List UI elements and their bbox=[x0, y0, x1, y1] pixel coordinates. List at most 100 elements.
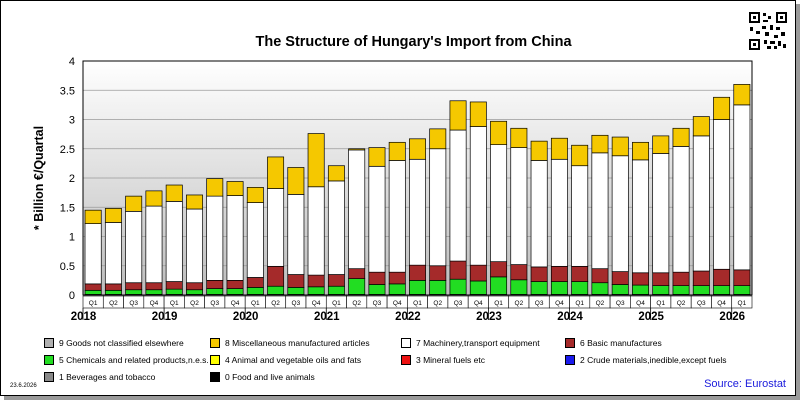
bar-segment bbox=[287, 274, 305, 288]
legend-swatch bbox=[210, 355, 220, 365]
y-tick-label: 2.5 bbox=[60, 144, 75, 156]
bar-segment bbox=[186, 208, 203, 284]
bar-segment bbox=[307, 274, 325, 288]
bar-segment bbox=[449, 260, 467, 280]
bar-segment bbox=[206, 280, 224, 289]
bar-segment bbox=[530, 281, 548, 295]
bar-segment bbox=[530, 140, 548, 161]
bar-segment bbox=[591, 134, 609, 154]
bar-segment bbox=[672, 285, 690, 295]
bar-segment bbox=[611, 136, 629, 157]
bar-segment bbox=[591, 152, 609, 270]
bar-segment bbox=[125, 195, 143, 212]
bar-segment bbox=[713, 268, 731, 286]
bar-segment bbox=[571, 165, 589, 267]
bar-segment bbox=[327, 180, 345, 275]
bar-segment bbox=[733, 285, 751, 295]
bar-segment bbox=[530, 266, 548, 282]
bar-segment bbox=[510, 147, 528, 265]
bar-segment bbox=[692, 285, 710, 295]
quarter-tick-label: Q3 bbox=[210, 300, 219, 307]
bar-segment bbox=[591, 268, 609, 284]
bar-segment bbox=[186, 289, 203, 295]
bar-segment bbox=[267, 265, 285, 287]
bar-segment bbox=[145, 282, 163, 291]
quarter-tick-label: Q3 bbox=[697, 300, 706, 307]
bar-segment bbox=[652, 272, 670, 286]
quarter-tick-label: Q1 bbox=[89, 300, 98, 307]
bar-segment bbox=[672, 127, 690, 147]
bar-segment bbox=[733, 104, 751, 271]
legend-swatch bbox=[44, 372, 54, 382]
legend-item: 4 Animal and vegetable oils and fats bbox=[210, 354, 361, 366]
bar-segment bbox=[449, 278, 467, 295]
legend-label: 4 Animal and vegetable oils and fats bbox=[225, 355, 362, 365]
bar-segment bbox=[246, 187, 264, 203]
quarter-tick-label: Q1 bbox=[251, 300, 260, 307]
bar-segment bbox=[206, 288, 224, 295]
qr-code-icon bbox=[748, 11, 788, 51]
legend-label: 1 Beverages and tobacco bbox=[59, 372, 156, 382]
legend-item: 2 Crude materials,inedible,except fuels bbox=[565, 354, 726, 366]
quarter-tick-label: Q2 bbox=[352, 300, 361, 307]
bar-segment bbox=[490, 276, 508, 295]
bar-segment bbox=[469, 264, 487, 282]
bar-segment bbox=[571, 144, 589, 167]
legend-swatch bbox=[44, 355, 54, 365]
bar-segment bbox=[348, 268, 366, 279]
bar-segment bbox=[550, 265, 568, 282]
bar-segment bbox=[145, 205, 163, 284]
bar-segment bbox=[449, 129, 467, 262]
bar-segment bbox=[84, 223, 102, 285]
legend-swatch bbox=[44, 338, 54, 348]
bar-segment bbox=[246, 277, 264, 288]
bar-segment bbox=[672, 146, 690, 273]
quarter-tick-label: Q4 bbox=[231, 300, 240, 307]
bar-segment bbox=[632, 141, 649, 161]
legend-swatch bbox=[210, 372, 220, 382]
bar-segment bbox=[165, 201, 183, 282]
quarter-tick-label: Q2 bbox=[271, 300, 280, 307]
bar-segment bbox=[267, 156, 285, 189]
quarter-tick-label: Q4 bbox=[150, 300, 159, 307]
bar-segment bbox=[368, 165, 386, 273]
bar-segment bbox=[652, 153, 670, 274]
year-tick-label: 2021 bbox=[314, 311, 340, 323]
legend-label: 5 Chemicals and related products,n.e.s. bbox=[59, 355, 209, 365]
y-tick-label: 0.5 bbox=[60, 261, 75, 273]
bar-segment bbox=[125, 210, 143, 284]
legend-label: 8 Miscellaneous manufactured articles bbox=[225, 338, 370, 348]
bar-segment bbox=[632, 272, 649, 286]
bar-segment bbox=[226, 288, 244, 295]
bar-segment bbox=[571, 281, 589, 295]
quarter-tick-label: Q1 bbox=[738, 300, 747, 307]
legend-item: 5 Chemicals and related products,n.e.s. bbox=[44, 354, 209, 366]
date-stamp: 23.6.2026 bbox=[10, 383, 37, 389]
bar-segment bbox=[388, 160, 406, 273]
year-tick-label: 2020 bbox=[233, 311, 259, 323]
quarter-tick-label: Q4 bbox=[393, 300, 402, 307]
quarter-tick-label: Q3 bbox=[535, 300, 544, 307]
legend-label: 7 Machinery,transport equipment bbox=[416, 338, 540, 348]
bar-segment bbox=[611, 271, 629, 285]
bar-segment bbox=[652, 135, 670, 154]
bar-segment bbox=[246, 287, 264, 295]
y-tick-label: 3 bbox=[69, 115, 75, 127]
year-tick-label: 2018 bbox=[71, 311, 97, 323]
bar-segment bbox=[469, 101, 487, 127]
legend-item: 8 Miscellaneous manufactured articles bbox=[210, 337, 370, 349]
bar-segment bbox=[104, 208, 122, 223]
bar-segment bbox=[449, 100, 467, 131]
bar-segment bbox=[409, 158, 426, 266]
bar-segment bbox=[429, 148, 447, 267]
bar-segment bbox=[104, 222, 122, 285]
year-tick-label: 2024 bbox=[557, 311, 583, 323]
y-tick-label: 2 bbox=[69, 173, 75, 185]
quarter-tick-label: Q1 bbox=[170, 300, 179, 307]
bar-segment bbox=[490, 144, 508, 263]
legend-item: 0 Food and live animals bbox=[210, 371, 315, 383]
bar-segment bbox=[733, 84, 751, 106]
bar-segment bbox=[186, 282, 203, 291]
bar-segment bbox=[713, 96, 731, 120]
